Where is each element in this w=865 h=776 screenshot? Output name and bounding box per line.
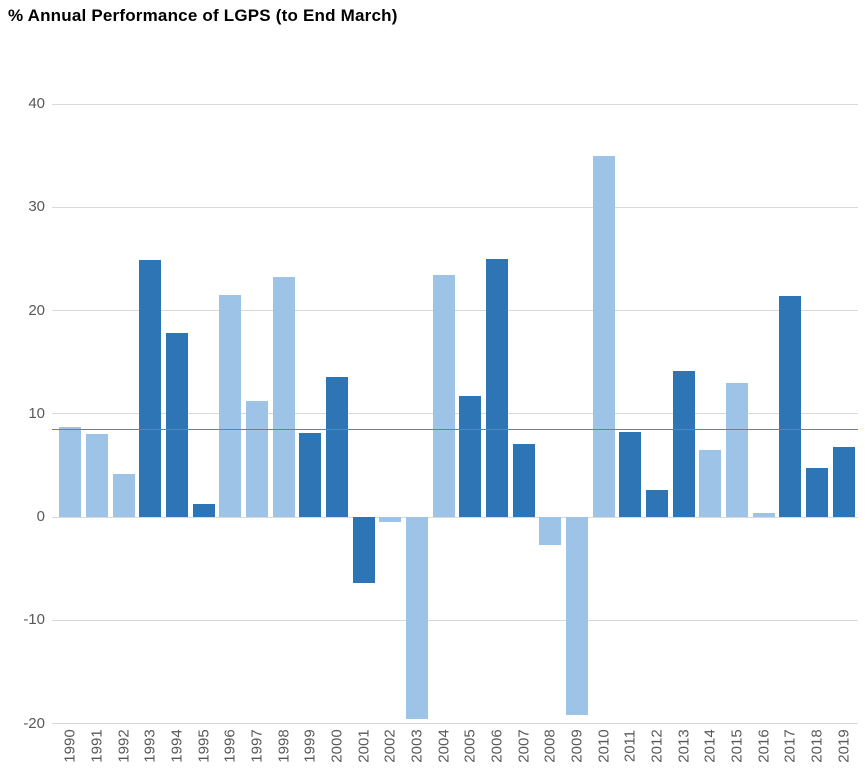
bar-2006 xyxy=(486,258,508,517)
bar-2014 xyxy=(699,449,722,517)
bar-2008 xyxy=(539,517,562,545)
bar-2018 xyxy=(806,468,828,517)
bar-1999 xyxy=(299,433,322,517)
bar-1995 xyxy=(192,503,215,517)
bar-2004 xyxy=(432,275,455,517)
x-axis-tick-label: 2017 xyxy=(781,729,799,763)
gridline xyxy=(52,413,858,415)
x-axis-tick-label: 1998 xyxy=(275,729,293,763)
bar-2017 xyxy=(779,296,802,517)
bar-2007 xyxy=(512,443,535,517)
bar-2010 xyxy=(592,155,615,517)
y-axis-tick-label: 20 xyxy=(28,301,45,319)
bar-2001 xyxy=(352,517,375,584)
bar-1997 xyxy=(246,401,268,517)
y-axis-tick-label: -20 xyxy=(23,714,45,732)
x-axis-tick-label: 1997 xyxy=(248,729,266,763)
bar-1996 xyxy=(219,295,242,517)
bar-2011 xyxy=(619,432,642,517)
y-axis-tick-label: 10 xyxy=(28,404,45,422)
bar-2016 xyxy=(752,512,775,517)
gridline xyxy=(52,516,858,518)
gridline xyxy=(52,206,858,208)
x-axis-tick-label: 1991 xyxy=(88,729,106,763)
gridline xyxy=(52,619,858,621)
x-axis-tick-label: 2003 xyxy=(408,729,426,763)
bar-2002 xyxy=(379,517,402,523)
x-axis-tick-label: 1990 xyxy=(61,729,79,763)
bar-1991 xyxy=(86,434,108,517)
bar-1990 xyxy=(59,427,82,517)
x-axis-tick-label: 2008 xyxy=(541,729,559,763)
x-axis-tick-label: 2005 xyxy=(461,729,479,763)
y-axis-tick-label: 30 xyxy=(28,198,45,216)
x-axis-tick-label: 2011 xyxy=(621,729,639,763)
x-axis-tick-label: 1993 xyxy=(141,729,159,763)
x-axis-tick-label: 1992 xyxy=(115,729,133,763)
bar-2009 xyxy=(566,517,588,716)
y-axis-tick-label: 0 xyxy=(36,508,45,525)
x-axis-tick-label: 2006 xyxy=(488,729,506,763)
x-axis-tick-label: 1999 xyxy=(301,729,319,763)
x-axis-tick-label: 2001 xyxy=(355,729,373,763)
average-line xyxy=(52,428,858,430)
gridline xyxy=(52,103,858,105)
x-axis-tick-label: 2013 xyxy=(675,729,693,763)
x-axis-tick-label: 2012 xyxy=(648,729,666,763)
x-axis-tick-label: 2016 xyxy=(755,729,773,763)
chart-title: % Annual Performance of LGPS (to End Mar… xyxy=(8,6,398,25)
y-axis-tick-label: 40 xyxy=(28,95,45,112)
bar-1992 xyxy=(112,473,135,517)
bar-2013 xyxy=(672,371,695,517)
x-axis-tick-label: 1996 xyxy=(221,729,239,763)
bar-1998 xyxy=(272,277,295,517)
x-axis-tick-label: 2009 xyxy=(568,729,586,763)
x-axis-tick-label: 2002 xyxy=(381,729,399,763)
x-axis-tick-label: 2004 xyxy=(435,729,453,763)
x-axis-tick-label: 2014 xyxy=(701,729,719,763)
x-axis-tick-label: 2010 xyxy=(595,729,613,763)
x-axis-tick-label: 2015 xyxy=(728,729,746,763)
x-axis-tick-label: 1994 xyxy=(168,729,186,763)
bar-2019 xyxy=(832,446,855,517)
x-axis-tick-label: 2000 xyxy=(328,729,346,763)
bar-2005 xyxy=(459,396,482,517)
x-axis-tick-label: 1995 xyxy=(195,729,213,763)
bar-2003 xyxy=(406,517,428,720)
y-axis-tick-label: -10 xyxy=(23,611,45,629)
gridline xyxy=(52,310,858,311)
x-axis-tick-label: 2007 xyxy=(515,729,533,763)
x-axis-tick-label: 2019 xyxy=(835,729,853,763)
bar-1994 xyxy=(166,333,188,517)
bar-2000 xyxy=(326,376,348,517)
bar-1993 xyxy=(139,259,162,517)
gridline xyxy=(52,723,858,724)
bar-2015 xyxy=(726,382,748,517)
x-axis-tick-label: 2018 xyxy=(808,729,826,763)
bar-2012 xyxy=(646,490,668,517)
